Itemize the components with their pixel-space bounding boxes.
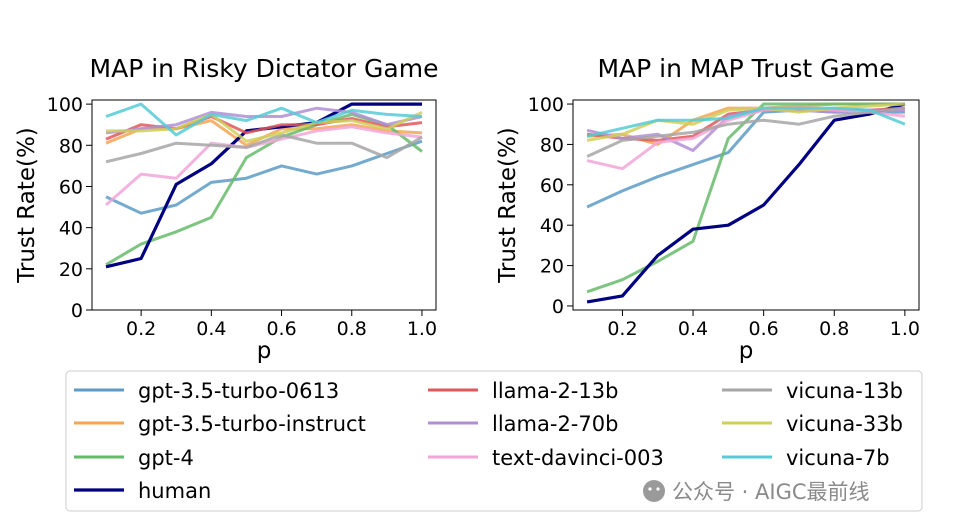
y-axis-label: Trust Rate(%)	[14, 127, 40, 284]
x-tick-label: 1.0	[890, 318, 920, 340]
y-tick-label: 20	[59, 259, 83, 281]
x-tick-label: 0.2	[126, 318, 156, 340]
x-axis-label: p	[739, 338, 754, 364]
y-tick-label: 100	[47, 94, 83, 116]
legend-label-llama-2-70b: llama-2-70b	[492, 412, 618, 436]
y-tick-label: 40	[59, 218, 83, 240]
legend-label-gpt-3.5-turbo-0613: gpt-3.5-turbo-0613	[138, 379, 339, 403]
y-tick-label: 80	[59, 135, 83, 157]
y-tick-label: 60	[59, 176, 83, 198]
y-tick-label: 20	[540, 256, 564, 278]
x-tick-label: 0.4	[196, 318, 226, 340]
plot-frame	[91, 99, 437, 311]
x-axis-label: p	[257, 338, 272, 364]
legend-label-text-davinci-003: text-davinci-003	[492, 446, 664, 470]
plot-frame	[572, 99, 920, 311]
series-line-text-davinci-003	[105, 125, 423, 207]
legend-label-gpt-3.5-turbo-instruct: gpt-3.5-turbo-instruct	[138, 412, 366, 436]
series-line-gpt-3.5-turbo-0613	[105, 139, 423, 215]
wechat-icon-eye-left	[648, 487, 652, 491]
series-line-vicuna-33b	[106, 111, 423, 143]
legend-box	[65, 370, 923, 512]
watermark: 公众号 · AIGC最前线	[643, 480, 870, 504]
series-line-text-davinci-003	[586, 106, 906, 171]
series-line-vicuna-13b	[586, 106, 906, 158]
watermark-text: 公众号 · AIGC最前线	[672, 480, 870, 504]
series-line-llama-2-70b	[105, 106, 423, 135]
series-line-vicuna-13b	[105, 133, 423, 164]
x-tick-label: 0.8	[819, 318, 849, 340]
legend: gpt-3.5-turbo-0613 gpt-3.5-turbo-instruct…	[65, 370, 923, 512]
series-line-vicuna-7b	[105, 102, 423, 137]
wechat-icon	[643, 480, 665, 502]
y-tick-label: 0	[71, 300, 83, 322]
series-line-vicuna-33b	[586, 102, 905, 142]
y-tick-label: 60	[540, 175, 564, 197]
legend-label-gpt-4: gpt-4	[138, 446, 194, 470]
x-tick-label: 0.6	[266, 318, 296, 340]
legend-label-llama-2-13b: llama-2-13b	[492, 379, 618, 403]
y-tick-label: 100	[528, 94, 564, 116]
x-tick-label: 0.2	[607, 318, 637, 340]
legend-label-human: human	[138, 479, 211, 503]
y-tick-label: 0	[552, 296, 564, 318]
legend-label-vicuna-7b: vicuna-7b	[786, 446, 890, 470]
series-line-vicuna-7b	[586, 106, 906, 138]
x-tick-label: 0.8	[337, 318, 367, 340]
legend-label-vicuna-13b: vicuna-13b	[786, 379, 903, 403]
chart-title: MAP in MAP Trust Game	[597, 54, 894, 83]
wechat-icon-eye-right	[656, 487, 660, 491]
x-tick-label: 1.0	[407, 318, 437, 340]
y-tick-label: 80	[540, 134, 564, 156]
series-line-human	[586, 102, 906, 304]
y-axis-label: Trust Rate(%)	[495, 127, 521, 284]
x-tick-label: 0.6	[749, 318, 779, 340]
chart-risky-dictator: 0.2 0.4 0.6 0.8 1.0 0 20 40 60 80 100 MAP in Risky …	[14, 54, 438, 364]
chart-title: MAP in Risky Dictator Game	[90, 54, 439, 83]
legend-label-vicuna-33b: vicuna-33b	[786, 412, 903, 436]
chart-map-trust: 0.2 0.4 0.6 0.8 1.0 0 20 40 60 80 100 MAP in MAP Tr…	[495, 54, 920, 364]
x-tick-label: 0.4	[678, 318, 708, 340]
y-tick-label: 40	[540, 215, 564, 237]
